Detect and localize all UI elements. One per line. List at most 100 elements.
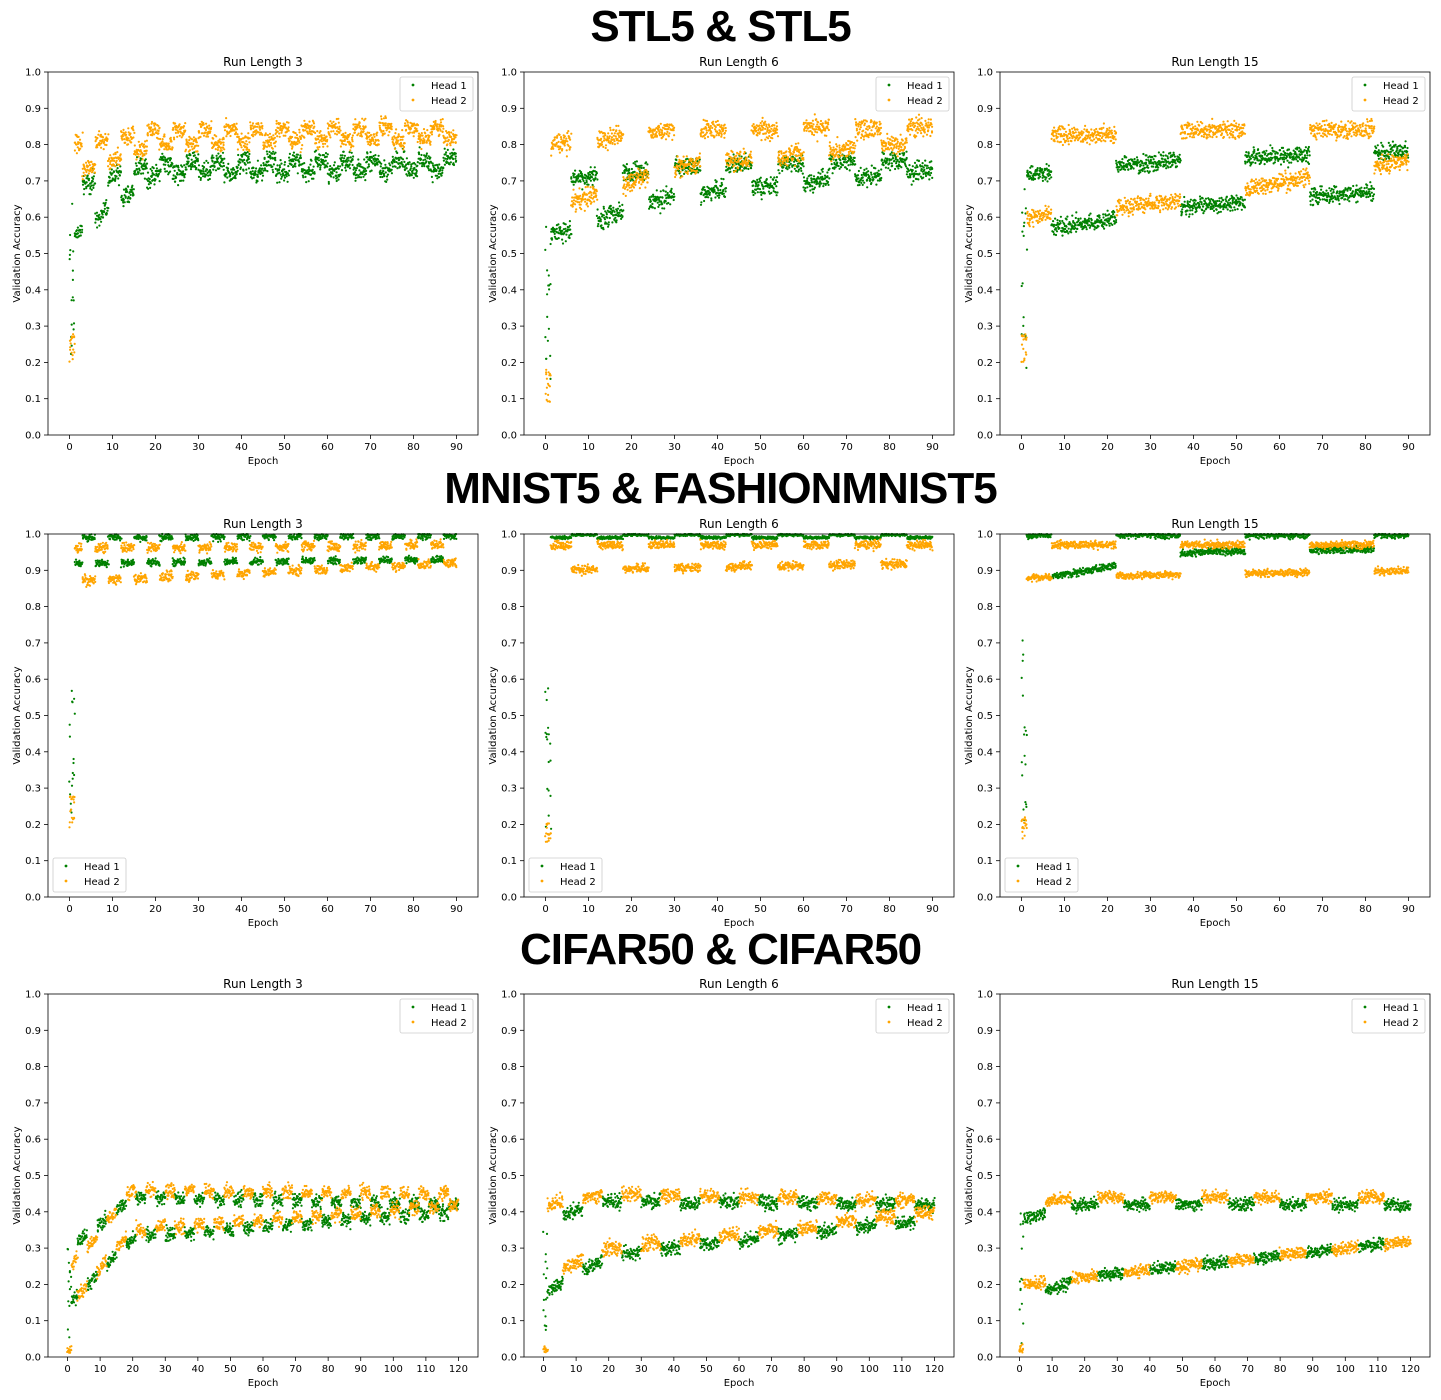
data-point <box>865 167 868 170</box>
data-point <box>320 140 323 143</box>
data-point <box>568 234 571 237</box>
data-point <box>548 400 551 403</box>
data-point <box>789 149 792 152</box>
data-point <box>733 155 736 158</box>
data-point <box>439 129 442 132</box>
data-point <box>382 122 386 125</box>
data-point <box>170 140 173 143</box>
data-point <box>769 182 772 185</box>
data-point <box>415 171 418 174</box>
data-point <box>70 344 73 347</box>
data-point <box>452 157 455 161</box>
data-point <box>752 190 755 194</box>
data-point <box>865 173 868 176</box>
x-tick-label: 60 <box>321 442 334 453</box>
data-point <box>130 141 133 144</box>
data-point <box>110 168 113 171</box>
data-point <box>622 209 625 212</box>
data-point <box>738 153 741 156</box>
data-point <box>855 124 858 127</box>
data-point <box>127 137 130 140</box>
data-point <box>574 210 577 213</box>
data-point <box>408 161 411 164</box>
data-point <box>201 132 204 135</box>
data-point <box>824 129 827 132</box>
data-point <box>549 242 552 246</box>
data-point <box>621 215 624 218</box>
data-point <box>251 170 254 173</box>
data-point <box>155 167 158 170</box>
data-point <box>790 170 793 173</box>
data-point <box>774 179 777 182</box>
data-point <box>73 342 76 345</box>
data-point <box>258 133 262 136</box>
data-point <box>263 141 266 144</box>
data-point <box>850 141 854 144</box>
data-point <box>442 159 445 162</box>
data-point <box>153 183 156 186</box>
data-point <box>405 167 408 170</box>
data-point <box>768 125 771 128</box>
data-point <box>898 160 901 163</box>
data-point <box>450 131 453 134</box>
data-point <box>425 160 428 163</box>
data-point <box>693 165 697 168</box>
data-point <box>695 171 698 174</box>
data-point <box>254 125 257 128</box>
data-point <box>632 186 636 189</box>
data-point <box>866 186 869 189</box>
data-point <box>675 164 678 167</box>
data-point <box>362 175 365 178</box>
data-point <box>122 205 125 208</box>
data-point <box>639 169 642 172</box>
data-point <box>721 189 725 193</box>
data-point <box>603 132 606 135</box>
data-point <box>120 194 123 197</box>
data-point <box>220 149 223 152</box>
data-point <box>266 153 269 156</box>
data-point <box>227 123 230 126</box>
data-point <box>623 178 626 181</box>
data-point <box>122 188 126 191</box>
data-point <box>599 225 602 228</box>
data-point <box>281 172 285 175</box>
data-point <box>248 161 251 164</box>
data-point <box>409 167 412 170</box>
data-point <box>805 119 808 122</box>
data-point <box>319 166 322 169</box>
data-point <box>196 150 199 153</box>
data-point <box>831 148 834 152</box>
data-point <box>820 182 823 185</box>
data-point <box>827 183 830 186</box>
data-point <box>749 167 753 170</box>
data-point <box>72 299 75 302</box>
data-point <box>655 131 658 134</box>
data-point <box>679 176 682 179</box>
data-point <box>358 121 361 124</box>
data-point <box>545 368 548 371</box>
data-point <box>817 121 820 124</box>
data-point <box>146 171 150 174</box>
data-point <box>298 128 301 131</box>
data-point <box>132 136 135 139</box>
data-point <box>200 120 203 123</box>
data-point <box>773 132 777 135</box>
data-point <box>124 131 127 134</box>
data-point <box>703 188 706 192</box>
data-point <box>752 184 755 187</box>
data-point <box>768 140 772 143</box>
data-point <box>569 138 572 141</box>
data-point <box>68 253 71 256</box>
data-point <box>399 142 403 145</box>
data-point <box>922 166 925 169</box>
data-point <box>646 181 649 184</box>
data-point <box>287 174 290 177</box>
data-point <box>597 222 600 226</box>
data-point <box>815 128 818 131</box>
data-point <box>225 172 228 175</box>
data-point <box>667 127 670 131</box>
data-point <box>365 169 368 172</box>
data-point <box>251 133 254 136</box>
data-point <box>740 157 743 160</box>
data-point <box>829 146 832 149</box>
